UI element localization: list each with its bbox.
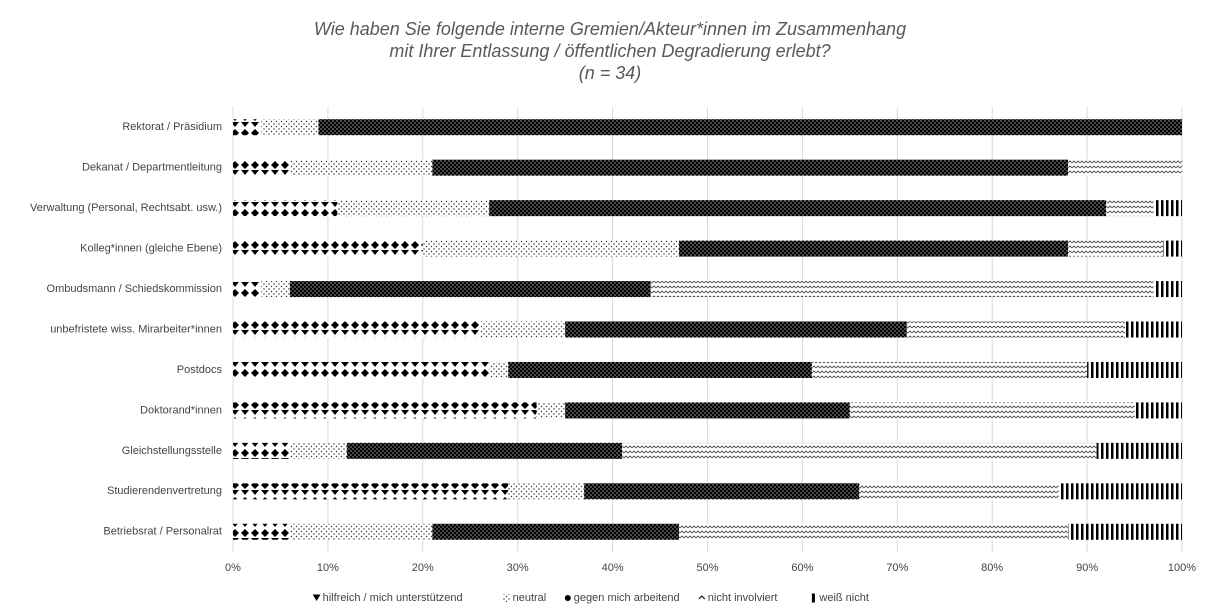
bar-segment [508, 361, 812, 378]
bar-segment [233, 159, 290, 176]
bar-segment [906, 321, 1126, 338]
x-tick-label: 100% [1168, 562, 1196, 574]
bar-segment [233, 402, 537, 419]
bar-segment [289, 281, 651, 298]
y-tick-label: Gleichstellungsstelle [122, 445, 222, 457]
legend-swatch [698, 595, 706, 600]
bar-segment [233, 281, 262, 298]
bar-segment [565, 321, 907, 338]
y-tick-label: Dekanat / Departmentleitung [82, 162, 222, 174]
bar-segment [1096, 442, 1182, 459]
chart-title: mit Ihrer Entlassung / öffentlichen Degr… [389, 41, 830, 61]
x-tick-label: 40% [602, 562, 624, 574]
bar-segment [261, 281, 290, 298]
bar-segment [1153, 200, 1182, 217]
bar-segment [233, 361, 490, 378]
bar-segment [261, 119, 319, 136]
bar-segment [432, 523, 680, 540]
x-tick-label: 90% [1076, 562, 1098, 574]
legend-label: gegen mich arbeitend [574, 592, 680, 604]
x-tick-label: 20% [412, 562, 434, 574]
bar-segment [337, 200, 490, 217]
bar-segment [233, 119, 262, 136]
bar-segment [233, 442, 290, 459]
x-tick-label: 70% [886, 562, 908, 574]
y-tick-label: Ombudsmann / Schiedskommission [47, 283, 222, 295]
bar-segment [233, 483, 509, 500]
chart-title: Wie haben Sie folgende interne Gremien/A… [314, 19, 906, 39]
y-tick-label: Rektorat / Präsidium [122, 121, 222, 133]
bar-segment [565, 402, 850, 419]
legend-swatch [502, 594, 511, 602]
legend-label: hilfreich / mich unterstützend [323, 592, 463, 604]
bar-segment [679, 240, 1069, 257]
bar-segment [289, 442, 347, 459]
bar-segment [233, 523, 290, 540]
legend-swatch [564, 595, 571, 601]
bar-segment [489, 361, 509, 378]
bar-segment [1163, 240, 1182, 257]
x-tick-label: 60% [791, 562, 813, 574]
chart-title: (n = 34) [579, 63, 642, 83]
legend-swatch [811, 593, 815, 603]
bar-segment [422, 240, 680, 257]
x-tick-label: 10% [317, 562, 339, 574]
legend-label: weiß nicht [818, 592, 869, 604]
y-tick-label: Studierendenvertretung [107, 485, 222, 497]
bar-segment [1068, 523, 1182, 540]
bar-segment [346, 442, 623, 459]
bar-segment [1068, 240, 1164, 257]
bar-segment [679, 523, 1069, 540]
bar-segment [859, 483, 1059, 500]
legend-label: neutral [513, 592, 547, 604]
legend-label: nicht involviert [708, 592, 778, 604]
bar-segment [289, 159, 433, 176]
legend-swatch [312, 594, 321, 601]
y-tick-label: Kolleg*innen (gleiche Ebene) [80, 242, 222, 254]
bar-segment [584, 483, 860, 500]
y-tick-label: Verwaltung (Personal, Rechtsabt. usw.) [30, 202, 222, 214]
bar-segment [233, 321, 480, 338]
x-tick-label: 0% [225, 562, 241, 574]
bar-segment [233, 240, 423, 257]
bar-segment [1058, 483, 1182, 500]
bar-segment [536, 402, 566, 419]
bar-segment [849, 402, 1135, 419]
bar-segment [622, 442, 1097, 459]
bar-segment [1068, 159, 1182, 176]
bar-segment [318, 119, 1182, 136]
bar-segment [1125, 321, 1182, 338]
bar-segment [489, 200, 1107, 217]
bar-segment [233, 200, 338, 217]
bar-segment [1106, 200, 1154, 217]
bar-segment [1134, 402, 1182, 419]
bar-segment [811, 361, 1088, 378]
bar-segment [289, 523, 433, 540]
bar-segment [479, 321, 566, 338]
bar-segment [432, 159, 1069, 176]
y-tick-label: Betriebsrat / Personalrat [103, 526, 222, 538]
y-tick-label: Postdocs [177, 364, 223, 376]
x-tick-label: 30% [507, 562, 529, 574]
bar-segment [1153, 281, 1182, 298]
x-tick-label: 80% [981, 562, 1003, 574]
bar-segment [1087, 361, 1182, 378]
y-tick-label: unbefristete wiss. Mirarbeiter*innen [50, 323, 222, 335]
x-tick-label: 50% [696, 562, 718, 574]
y-tick-label: Doktorand*innen [140, 404, 222, 416]
bar-segment [650, 281, 1154, 298]
bar-segment [508, 483, 585, 500]
